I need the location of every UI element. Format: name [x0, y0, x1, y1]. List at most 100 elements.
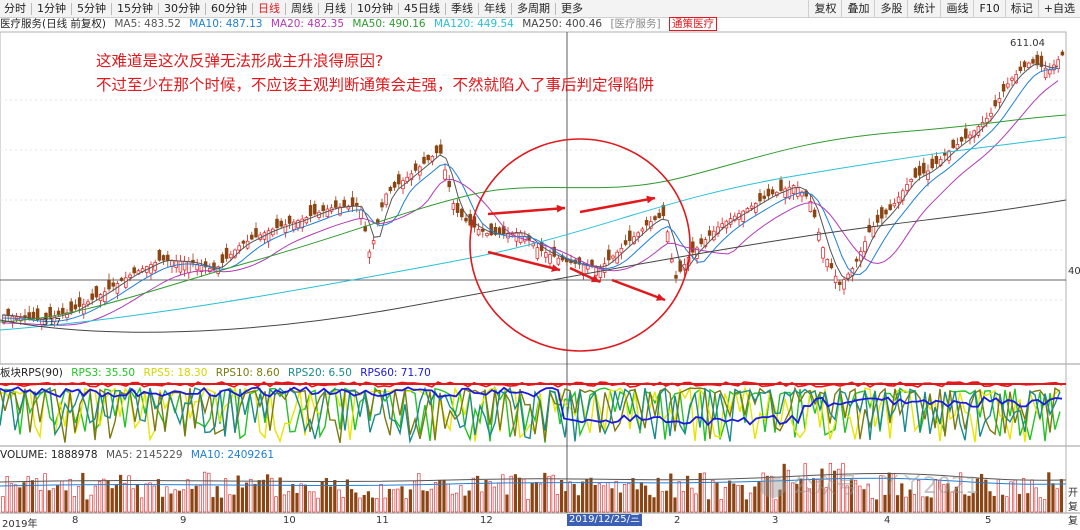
sector-tag[interactable]: [医疗服务] — [610, 18, 661, 30]
x-label-5: 12 — [480, 515, 493, 526]
toolbar-button-2[interactable]: 多股 — [874, 0, 907, 17]
volume-bar — [72, 496, 76, 513]
volume-bar — [828, 462, 832, 513]
candle-body — [636, 232, 640, 237]
volume-bar — [736, 485, 740, 513]
candle-body — [674, 274, 678, 279]
candle-body — [69, 301, 73, 312]
annotation-circle — [469, 138, 691, 352]
period-11[interactable]: 季线 — [451, 2, 473, 15]
candle-body — [922, 162, 926, 174]
candle-body — [749, 205, 754, 209]
volume-bar — [442, 479, 446, 513]
candle-body — [783, 188, 787, 198]
period-1[interactable]: 1分钟 — [37, 2, 66, 15]
period-14[interactable]: 更多 — [561, 2, 583, 15]
candle-body — [161, 255, 166, 261]
volume-bar — [648, 494, 652, 513]
candle-body — [409, 173, 414, 181]
candle-body — [6, 308, 10, 317]
volume-bar — [14, 484, 18, 513]
rps5-value: RPS5: 18.30 — [143, 367, 208, 379]
candle-body — [825, 259, 829, 268]
volume-bar — [236, 475, 240, 513]
period-12[interactable]: 年线 — [484, 2, 506, 15]
volume-bar — [177, 490, 182, 513]
x-label-7: 2 — [674, 515, 681, 526]
period-5[interactable]: 60分钟 — [211, 2, 247, 15]
period-2[interactable]: 5分钟 — [77, 2, 106, 15]
volume-bar — [761, 472, 765, 513]
candle-body — [867, 224, 871, 233]
period-13[interactable]: 多周期 — [517, 2, 550, 15]
candle-body — [905, 184, 909, 191]
candle-body — [808, 201, 813, 212]
volume-bar — [593, 484, 597, 513]
rps-line-2 — [0, 386, 1061, 444]
candle-body — [325, 208, 330, 217]
candle-body — [926, 170, 930, 181]
volume-bar — [723, 487, 727, 513]
period-3[interactable]: 15分钟 — [117, 2, 153, 15]
period-7[interactable]: 周线 — [291, 2, 313, 15]
volume-bar — [295, 492, 299, 513]
toolbar-divider — [71, 2, 72, 15]
stock-tag[interactable]: 通策医疗 — [669, 17, 717, 31]
candle-body — [128, 274, 132, 278]
candle-body — [800, 191, 804, 197]
volume-bar — [925, 496, 929, 513]
candle-body — [342, 199, 346, 207]
toolbar-button-6[interactable]: 标记 — [1004, 0, 1038, 17]
volume-bar — [312, 491, 316, 513]
candle-body — [241, 240, 246, 244]
volume-bar — [215, 486, 219, 513]
volume-bar — [782, 463, 786, 513]
toolbar-divider — [158, 2, 159, 15]
volume-bar — [1013, 479, 1017, 513]
ma20-value: MA20: 482.35 — [270, 18, 345, 30]
volume-bar — [971, 493, 975, 513]
period-9[interactable]: 10分钟 — [357, 2, 393, 15]
volume-bar — [459, 485, 463, 513]
period-4[interactable]: 30分钟 — [164, 2, 200, 15]
volume-bar — [127, 475, 131, 513]
volume-bar — [316, 497, 320, 513]
volume-legend: VOLUME: 1888978 MA5: 2145229 MA10: 24092… — [0, 449, 279, 462]
toolbar-button-0[interactable]: 复权 — [808, 0, 841, 17]
candle-body — [997, 98, 1002, 103]
volume-bar — [265, 474, 270, 513]
arrow-lower-1 — [487, 250, 561, 272]
period-0[interactable]: 分时 — [4, 2, 26, 15]
rps60-line — [0, 386, 1063, 427]
ma5-value: MA5: 483.52 — [114, 18, 181, 30]
candle-body — [481, 228, 485, 232]
volume-bar — [1051, 483, 1055, 513]
ma50-value: MA50: 490.16 — [352, 18, 426, 30]
candle-body — [447, 180, 451, 188]
volume-bar — [98, 481, 102, 513]
volume-bar — [207, 472, 211, 513]
volume-bar — [858, 485, 862, 513]
volume-bar — [908, 489, 912, 513]
toolbar-button-1[interactable]: 叠加 — [841, 0, 874, 17]
toolbar-button-4[interactable]: 画线 — [940, 0, 973, 17]
period-8[interactable]: 月线 — [324, 2, 346, 15]
low-price-marker: 317 — [42, 317, 62, 328]
volume-bar — [946, 483, 950, 513]
period-10[interactable]: 45日线 — [404, 2, 440, 15]
candle-body — [884, 209, 888, 215]
toolbar-button-3[interactable]: 统计 — [907, 0, 940, 17]
toolbar-divider — [445, 2, 446, 15]
toolbar-button-7[interactable]: +自选 — [1037, 0, 1080, 17]
volume-bar — [30, 480, 35, 513]
volume-bar — [421, 490, 425, 513]
ma120-value: MA120: 449.54 — [433, 18, 514, 30]
volume-bar — [501, 474, 505, 513]
candle-body — [829, 263, 834, 269]
period-6[interactable]: 日线 — [258, 2, 280, 15]
volume-bar — [274, 496, 278, 513]
candle-body — [598, 267, 603, 278]
toolbar-divider — [511, 2, 512, 15]
toolbar-button-5[interactable]: F10 — [973, 0, 1004, 17]
